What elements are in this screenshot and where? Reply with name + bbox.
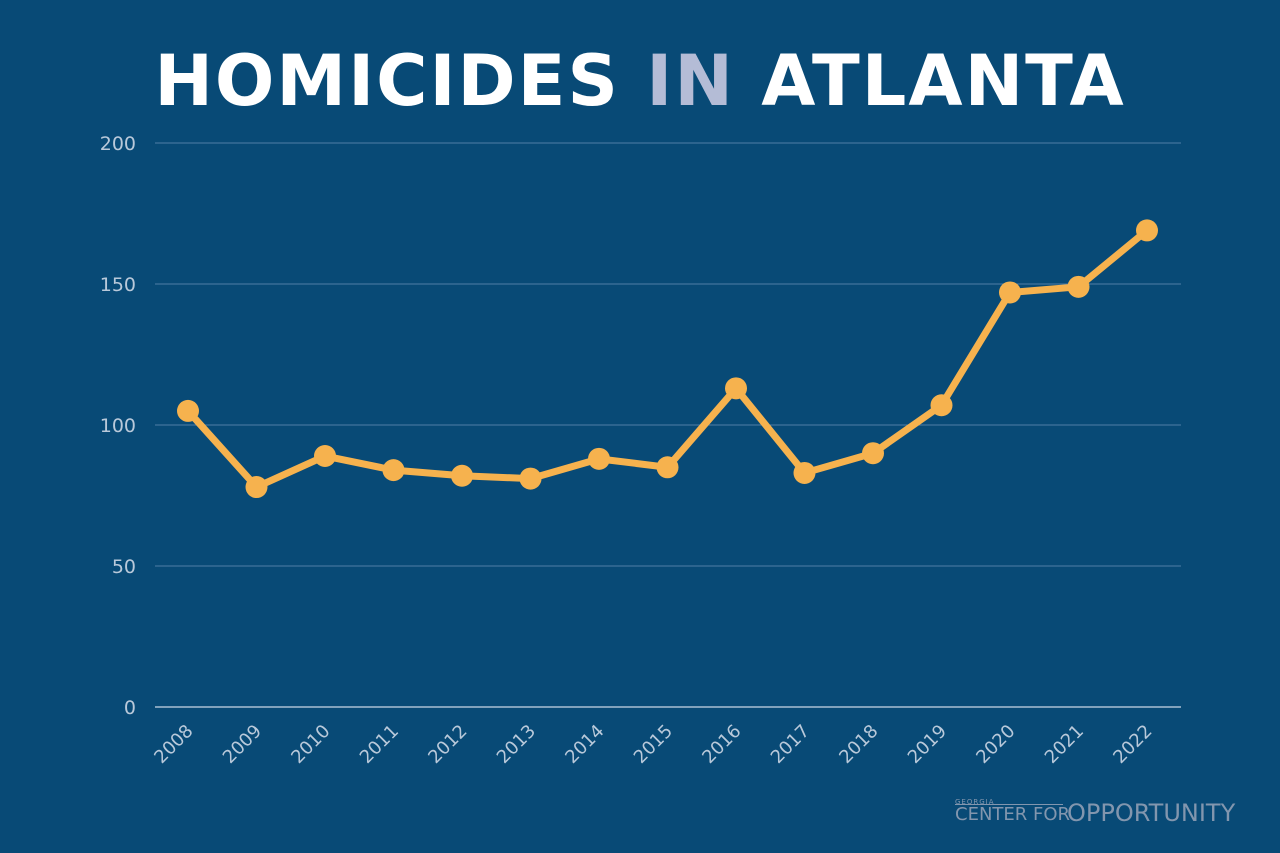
x-tick-label: 2021 [1041, 721, 1088, 768]
data-point [177, 399, 199, 422]
x-tick-label: 2012 [424, 721, 471, 768]
data-point [793, 461, 816, 484]
x-tick-label: 2020 [972, 721, 1019, 768]
y-tick-label: 150 [100, 274, 136, 296]
x-tick-label: 2013 [493, 721, 540, 768]
data-point [725, 377, 747, 400]
data-point [451, 464, 473, 487]
data-point [519, 467, 542, 490]
title-word-homicides: HOMICIDES [154, 40, 620, 122]
data-point [1136, 219, 1158, 242]
x-tick-label: 2011 [356, 721, 403, 768]
x-tick-label: 2018 [835, 721, 882, 768]
data-point [930, 394, 953, 417]
series-layer [177, 219, 1158, 499]
chart-title: HOMICIDES IN ATLANTA [0, 36, 1280, 126]
logo-center-for-text: CENTER FOR [955, 804, 1071, 825]
data-point [656, 456, 679, 479]
grid-lines [155, 142, 1181, 708]
x-tick-label: 2008 [150, 721, 197, 768]
x-tick-label: 2015 [630, 721, 677, 768]
data-point [314, 445, 336, 468]
organization-logo: GEORGIA CENTER FOR OPPORTUNITY [955, 798, 1255, 832]
y-tick-label: 0 [124, 697, 136, 719]
data-point [1067, 275, 1090, 298]
logo-georgia-text: GEORGIA [955, 798, 995, 806]
y-tick-label: 200 [100, 133, 136, 155]
data-point [245, 476, 268, 499]
data-point [999, 281, 1021, 304]
x-axis-ticks: 2008 2009 2010 2011 2012 2013 2014 2015 2016 2017… [150, 721, 1156, 768]
y-tick-label: 100 [100, 415, 136, 437]
x-tick-label: 2016 [698, 721, 745, 768]
y-tick-label: 50 [112, 556, 136, 578]
data-point [382, 459, 405, 482]
logo-opportunity-text: OPPORTUNITY [1067, 799, 1236, 827]
x-tick-label: 2014 [561, 721, 608, 768]
x-tick-label: 2010 [287, 721, 334, 768]
y-axis-ticks: 0 50 100 150 200 [100, 133, 136, 719]
data-point [588, 447, 610, 470]
title-word-atlanta: ATLANTA [761, 40, 1126, 122]
x-tick-label: 2009 [219, 721, 266, 768]
x-tick-label: 2017 [767, 721, 814, 768]
logo-rule [955, 804, 1063, 805]
x-tick-label: 2019 [904, 721, 951, 768]
data-point [862, 442, 884, 465]
title-word-in: IN [646, 40, 735, 122]
x-tick-label: 2022 [1109, 721, 1156, 768]
